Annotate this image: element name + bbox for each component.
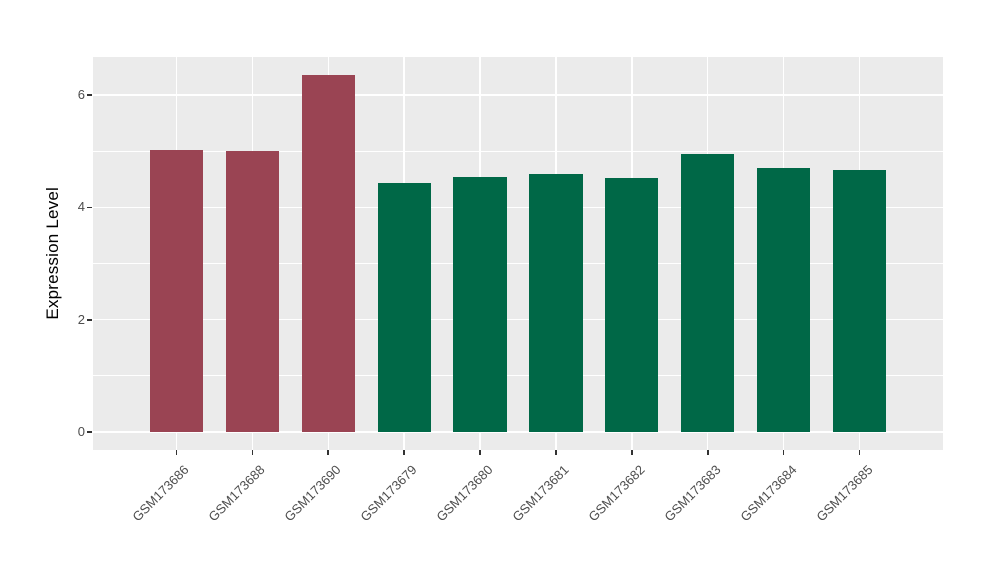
bar-GSM173680	[453, 176, 507, 433]
y-tick-label-6: 6	[77, 87, 85, 103]
x-tick-label-GSM173680: GSM173680	[433, 462, 496, 525]
gridline-major-y0	[93, 431, 943, 433]
x-tick-mark-GSM173684	[782, 450, 785, 455]
y-tick-mark-4	[87, 206, 92, 209]
y-tick-mark-0	[87, 431, 92, 433]
bar-GSM173681	[529, 173, 583, 433]
bar-GSM173690	[301, 74, 355, 433]
x-tick-label-GSM173681: GSM173681	[509, 462, 572, 525]
x-tick-label-GSM173685: GSM173685	[812, 462, 876, 525]
y-tick-label-0: 0	[77, 424, 85, 440]
y-axis-title-wrap: Expression Level	[40, 57, 66, 450]
y-tick-label-2: 2	[77, 311, 85, 327]
gridline-major-y4	[93, 206, 943, 209]
x-tick-label-GSM173679: GSM173679	[357, 462, 420, 525]
gridline-minor-y3	[93, 263, 943, 264]
x-tick-mark-GSM173680	[479, 450, 481, 455]
x-tick-label-GSM173684: GSM173684	[737, 462, 800, 525]
x-tick-mark-GSM173681	[555, 450, 557, 455]
x-tick-mark-GSM173688	[251, 450, 254, 455]
gridline-major-y2	[93, 318, 943, 321]
x-tick-label-GSM173682: GSM173682	[585, 462, 648, 525]
bar-GSM173679	[377, 183, 431, 433]
x-tick-label-GSM173686: GSM173686	[129, 462, 193, 525]
x-tick-mark-GSM173686	[175, 450, 178, 455]
x-tick-mark-GSM173682	[631, 450, 633, 455]
x-tick-mark-GSM173679	[403, 450, 405, 455]
gridline-minor-y5	[93, 150, 943, 152]
plot-panel	[93, 57, 943, 450]
x-tick-label-GSM173688: GSM173688	[205, 462, 268, 525]
bar-GSM173686	[149, 150, 204, 433]
y-tick-mark-2	[87, 318, 92, 321]
x-tick-mark-GSM173685	[858, 450, 861, 455]
y-tick-mark-6	[87, 94, 92, 96]
x-tick-label-GSM173683: GSM173683	[661, 462, 724, 525]
gridline-major-y6	[93, 94, 943, 96]
y-axis-title: Expression Level	[43, 187, 62, 320]
x-tick-mark-GSM173690	[327, 450, 330, 455]
bar-GSM173688	[225, 150, 279, 433]
x-tick-mark-GSM173683	[706, 450, 709, 455]
x-tick-label-GSM173690: GSM173690	[281, 462, 344, 525]
bar-GSM173685	[832, 169, 887, 433]
bar-GSM173684	[757, 168, 811, 433]
y-tick-label-4: 4	[77, 199, 85, 215]
gridline-minor-y1	[93, 375, 943, 377]
bar-GSM173683	[681, 154, 735, 433]
bar-GSM173682	[605, 178, 659, 433]
